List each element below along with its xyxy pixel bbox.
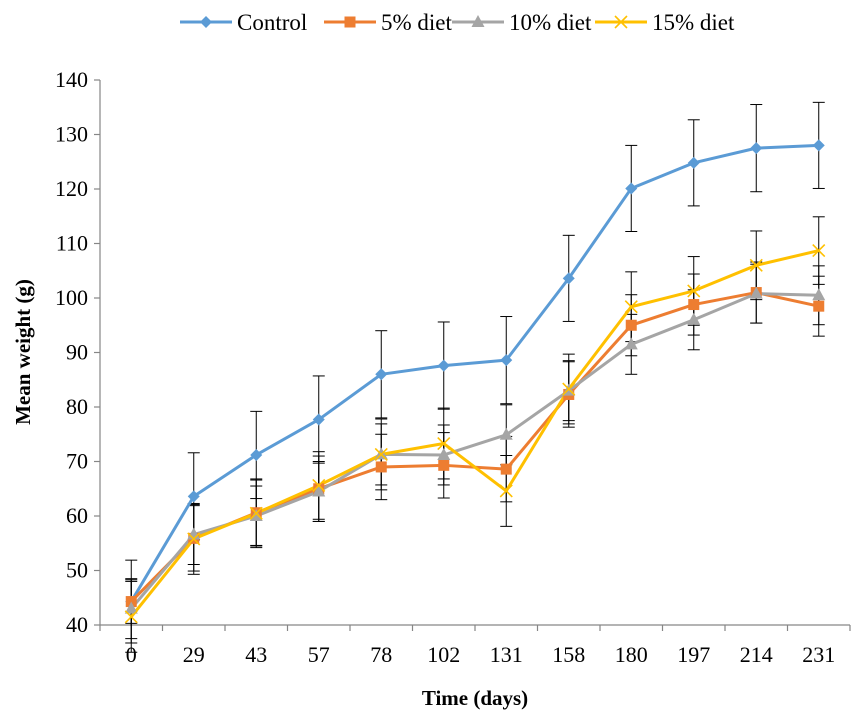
y-tick-label: 120: [55, 176, 88, 201]
data-point-3: [437, 436, 451, 451]
x-tick-label: 231: [802, 642, 835, 667]
data-point-3: [249, 506, 263, 520]
data-point-3: [124, 610, 138, 624]
y-tick-label: 40: [66, 612, 88, 637]
x-tick-label: 214: [740, 642, 773, 667]
series-line-2: [130, 292, 819, 610]
data-point-0: [312, 413, 325, 426]
legend-label: 10% diet: [509, 10, 592, 35]
data-point-2: [499, 427, 513, 440]
data-point-1: [813, 300, 825, 312]
axes: [99, 80, 850, 626]
legend-marker-2: [471, 15, 485, 27]
error-bars: [125, 101, 825, 653]
legend-label: 5% diet: [381, 10, 453, 35]
data-point-3: [812, 244, 826, 258]
x-axis-title: Time (days): [422, 686, 528, 710]
legend-marker-1: [344, 16, 356, 28]
data-point-2: [312, 484, 326, 497]
y-axis-title: Mean weight (g): [11, 279, 35, 425]
data-point-0: [812, 139, 825, 152]
data-point-1: [500, 463, 512, 475]
data-point-0: [687, 156, 700, 169]
series-lines: [129, 143, 820, 618]
data-point-3: [624, 300, 638, 314]
x-tick-label: 0: [126, 642, 137, 667]
x-tick-label: 197: [677, 642, 710, 667]
data-point-2: [749, 286, 763, 299]
data-point-0: [750, 142, 763, 155]
y-tick-label: 50: [66, 558, 88, 583]
y-tick-label: 70: [66, 449, 88, 474]
series-line-1: [130, 291, 820, 603]
y-tick-label: 140: [55, 67, 88, 92]
data-point-3: [499, 484, 513, 498]
data-point-2: [249, 509, 263, 521]
legend-label: Control: [237, 10, 307, 35]
data-point-1: [688, 299, 700, 311]
y-tick-label: 110: [56, 231, 88, 256]
legend-item-0: Control: [180, 10, 307, 35]
data-point-0: [437, 359, 450, 372]
data-point-1: [625, 319, 637, 331]
data-point-0: [375, 368, 388, 381]
data-point-3: [374, 447, 388, 461]
data-point-3: [687, 284, 701, 298]
data-point-3: [562, 382, 576, 396]
data-point-1: [438, 459, 450, 471]
data-point-2: [124, 601, 138, 614]
x-tick-label: 78: [370, 642, 392, 667]
y-axis-ticks: 40 50 60 70 80 90 100 110 120 130 140: [55, 67, 100, 637]
data-point-3: [187, 532, 201, 546]
series-markers: [124, 139, 826, 624]
data-point-3: [749, 258, 763, 272]
x-tick-label: 57: [308, 642, 330, 667]
legend-marker-3: [614, 15, 628, 29]
legend-label: 15% diet: [652, 10, 735, 35]
y-tick-label: 80: [66, 394, 88, 419]
data-point-1: [125, 596, 137, 608]
data-point-0: [625, 182, 638, 195]
data-point-2: [624, 337, 638, 350]
data-point-3: [312, 478, 326, 493]
x-tick-label: 131: [490, 642, 523, 667]
data-point-0: [562, 272, 575, 285]
x-tick-label: 43: [245, 642, 267, 667]
legend-item-1: 5% diet: [324, 10, 453, 35]
y-tick-label: 130: [55, 122, 88, 147]
data-point-2: [812, 288, 826, 301]
x-tick-label: 29: [183, 642, 205, 667]
data-point-1: [375, 461, 387, 473]
x-tick-label: 102: [427, 642, 460, 667]
y-tick-label: 90: [66, 340, 88, 365]
data-point-0: [500, 354, 513, 367]
legend-item-3: 15% diet: [595, 10, 735, 35]
x-axis-ticks: 0 29 43 57 78 102 131 158 180 197 214 231: [99, 625, 851, 667]
legend-marker-0: [200, 16, 212, 28]
series-line-0: [129, 143, 819, 603]
legend: Control 5% diet 10% diet 15% diet: [180, 10, 735, 35]
data-point-2: [687, 312, 701, 325]
legend-item-2: 10% diet: [452, 10, 592, 35]
y-tick-label: 60: [66, 503, 88, 528]
x-tick-label: 180: [615, 642, 648, 667]
y-tick-label: 100: [55, 285, 88, 310]
data-point-2: [437, 447, 451, 460]
series-line-3: [130, 249, 820, 618]
x-tick-label: 158: [552, 642, 585, 667]
data-point-0: [187, 490, 200, 503]
data-point-0: [250, 448, 263, 461]
